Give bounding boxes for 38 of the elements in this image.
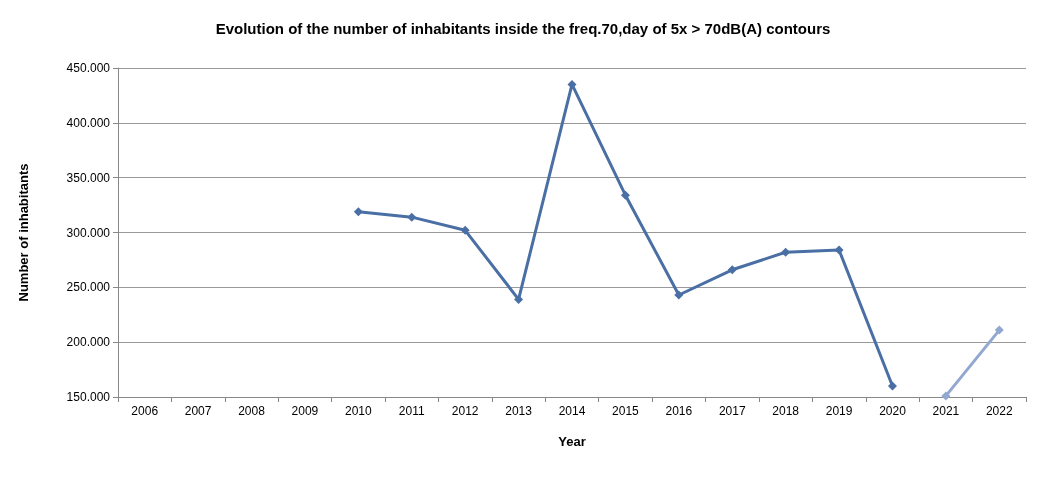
x-tick-label: 2006	[131, 404, 159, 418]
x-tick-label: 2018	[772, 404, 800, 418]
y-tick-label: 350.000	[66, 170, 111, 185]
x-tick-label: 2012	[451, 404, 479, 418]
y-tick-label: 400.000	[66, 115, 111, 130]
x-tick-label: 2022	[985, 404, 1013, 418]
y-tick-label: 250.000	[66, 280, 111, 295]
x-tick-label: 2020	[879, 404, 907, 418]
point	[674, 290, 684, 300]
point	[887, 381, 897, 391]
x-tick-label: 2014	[558, 404, 586, 418]
x-tick-label: 2017	[718, 404, 746, 418]
x-tick-label: 2009	[291, 404, 319, 418]
point	[727, 265, 737, 275]
point	[407, 212, 417, 222]
x-tick-label: 2021	[932, 404, 960, 418]
x-tick-label: 2010	[345, 404, 373, 418]
x-tick-label: 2007	[184, 404, 212, 418]
point	[941, 391, 951, 401]
x-tick-label: 2015	[612, 404, 640, 418]
point	[834, 245, 844, 255]
point	[460, 225, 470, 235]
x-tick-label: 2008	[238, 404, 266, 418]
point	[620, 190, 630, 200]
x-tick-label: 2011	[398, 404, 425, 418]
x-tick-label: 2016	[665, 404, 693, 418]
point	[994, 325, 1004, 335]
x-tick-label: 2019	[825, 404, 853, 418]
chart-title: Evolution of the number of inhabitants inside the freq.70,day of 5x > 70dB(A) contours	[215, 20, 831, 37]
y-axis-title: Number of inhabitants	[16, 163, 31, 302]
y-tick-label: 300.000	[66, 225, 111, 240]
point	[353, 207, 363, 217]
point	[514, 294, 524, 304]
x-tick-label: 2013	[505, 404, 533, 418]
y-tick-label: 450.000	[66, 61, 111, 75]
x-axis-title: Year	[558, 434, 586, 449]
y-tick-label: 200.000	[66, 335, 111, 350]
y-tick-label: 150.000	[66, 390, 111, 404]
